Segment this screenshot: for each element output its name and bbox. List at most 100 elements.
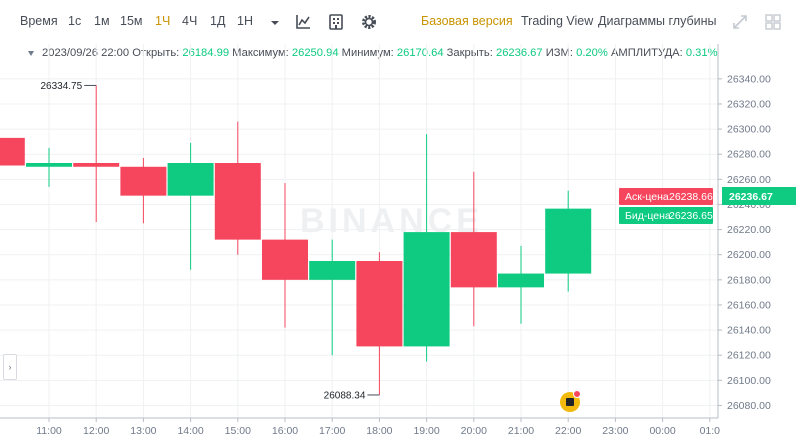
amplitude-value: 0.31% — [685, 47, 718, 59]
candle-body — [356, 260, 403, 347]
y-tick-label: 26120.00 — [727, 350, 771, 362]
x-tick-label: 21:00 — [508, 425, 534, 437]
candle-body — [545, 208, 592, 274]
x-tick-label: 12:00 — [83, 425, 109, 437]
ohlc-date: 2023/09/26 22:00 — [42, 47, 130, 59]
chart-grid — [0, 44, 718, 418]
y-tick-label: 26080.00 — [727, 400, 771, 412]
floating-action-button[interactable] — [560, 390, 581, 412]
interval-1d[interactable]: 1Д — [210, 14, 226, 28]
interval-1w[interactable]: 1Н — [237, 14, 253, 28]
y-tick-label: 26160.00 — [727, 299, 771, 311]
candle-body — [498, 273, 544, 288]
x-tick-label: 23:00 — [602, 425, 628, 437]
interval-15m[interactable]: 15м — [120, 14, 143, 28]
candle[interactable] — [167, 142, 214, 270]
y-tick-label: 26300.00 — [727, 124, 771, 136]
chart-toolbar: Время 1с 1м 15м 1Ч 4Ч 1Д 1Н Базовая верс… — [0, 0, 798, 44]
interval-1m[interactable]: 1м — [94, 14, 110, 28]
last-price-marker-bg — [722, 187, 796, 205]
x-tick-label: 22:00 — [555, 425, 581, 437]
candle[interactable] — [214, 121, 261, 255]
orders-icon — [566, 398, 574, 406]
notification-dot — [573, 390, 581, 398]
candle[interactable] — [0, 137, 25, 166]
candle-body — [26, 163, 72, 167]
candle-body — [120, 166, 167, 196]
x-tick-label: 14:00 — [177, 425, 203, 437]
candle-body — [167, 163, 214, 196]
chevron-down-icon[interactable] — [266, 14, 284, 32]
high-label: Максимум: — [232, 47, 289, 59]
side-panel-toggle[interactable]: › — [3, 354, 17, 380]
candle-body — [450, 232, 497, 288]
annotation-label: 26334.75 — [40, 81, 82, 92]
price-markers: Аск-цена 26238.66 Бид-цена 26236.65 2623… — [619, 187, 796, 224]
chevron-right-icon: › — [8, 362, 12, 372]
x-axis: 11:00 12:00 13:00 14:00 15:00 16:00 17:00 18:00… — [0, 417, 721, 437]
y-tick-label: 26100.00 — [727, 375, 771, 387]
x-tick-label: 11:00 — [36, 425, 62, 437]
x-tick-label: 16:00 — [272, 425, 298, 437]
settings-icon[interactable] — [360, 13, 378, 31]
y-tick-label: 26240.00 — [727, 199, 771, 211]
candle-body — [0, 137, 25, 166]
x-tick-label: 19:00 — [413, 425, 439, 437]
candle-body — [403, 232, 450, 347]
ask-marker-bg — [619, 188, 713, 205]
candles — [0, 85, 592, 395]
layout-icon[interactable] — [764, 13, 782, 31]
expand-icon[interactable] — [731, 13, 749, 31]
x-tick-label: 01:0 — [700, 425, 721, 437]
template-icon[interactable] — [327, 13, 345, 31]
low-label: Минимум: — [341, 47, 394, 59]
candle[interactable] — [262, 183, 308, 328]
ask-marker-label: Аск-цена — [625, 191, 669, 203]
candle[interactable] — [545, 190, 592, 292]
y-axis: 26080.00 26100.00 26120.00 26140.00 26160.00… — [717, 44, 771, 418]
y-tick-label: 26320.00 — [727, 98, 771, 110]
interval-4h[interactable]: 4Ч — [182, 14, 198, 28]
ohlc-collapse-icon[interactable] — [28, 51, 34, 56]
ask-marker-price: 26238.66 — [669, 191, 713, 203]
y-tick-label: 26260.00 — [727, 174, 771, 186]
candle-body — [262, 239, 308, 280]
annotation-label: 26088.34 — [324, 390, 366, 401]
y-tick-label: 26340.00 — [727, 73, 771, 85]
change-label: ИЗМ: — [545, 47, 573, 59]
candle[interactable] — [26, 147, 72, 187]
interval-1s[interactable]: 1с — [68, 14, 82, 28]
x-tick-label: 18:00 — [366, 425, 392, 437]
indicator-icon[interactable] — [294, 13, 312, 31]
view-depth[interactable]: Диаграммы глубины — [598, 14, 717, 28]
candle[interactable] — [309, 239, 356, 356]
bid-marker-label: Бид-цена — [625, 210, 671, 222]
candle[interactable] — [403, 134, 450, 362]
high-value: 26250.94 — [291, 47, 339, 59]
view-basic[interactable]: Базовая версия — [421, 14, 513, 28]
last-price-marker: 26236.67 — [729, 191, 773, 203]
candle[interactable] — [120, 157, 167, 224]
x-tick-label: 13:00 — [130, 425, 156, 437]
change-value: 0.20% — [576, 47, 608, 59]
amplitude-label: АМПЛИТУДА: — [610, 47, 683, 59]
interval-1h[interactable]: 1Ч — [155, 14, 171, 28]
x-tick-label: 15:00 — [225, 425, 251, 437]
y-tick-label: 26200.00 — [727, 249, 771, 261]
close-label: Закрыть: — [446, 47, 493, 59]
candle[interactable] — [73, 85, 120, 223]
candle[interactable] — [498, 245, 544, 324]
y-tick-label: 26140.00 — [727, 325, 771, 337]
watermark-text: BINANCE — [300, 202, 483, 240]
candle[interactable] — [356, 252, 403, 395]
candle[interactable] — [450, 171, 497, 327]
y-tick-label: 26180.00 — [727, 274, 771, 286]
y-tick-label: 26220.00 — [727, 224, 771, 236]
y-tick-label: 26280.00 — [727, 149, 771, 161]
candle-body — [309, 260, 356, 280]
candle-body — [214, 163, 261, 240]
time-label: Время — [20, 14, 58, 28]
view-tradingview[interactable]: Trading View — [521, 14, 594, 28]
x-tick-label: 20:00 — [461, 425, 487, 437]
